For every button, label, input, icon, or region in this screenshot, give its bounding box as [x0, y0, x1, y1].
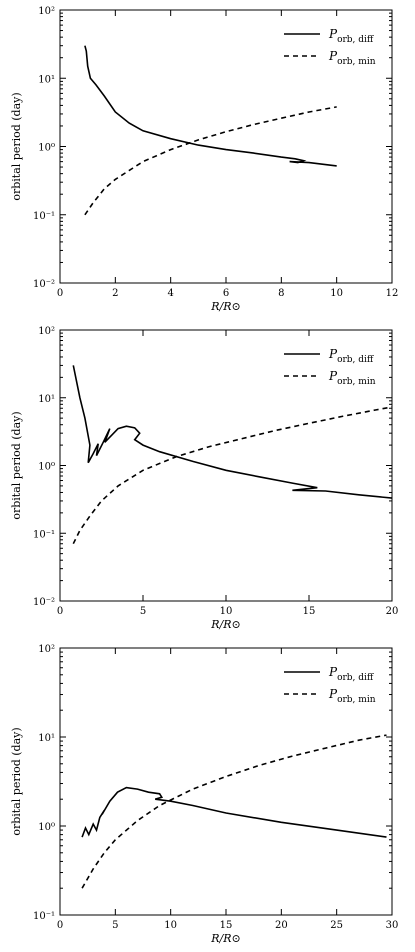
legend-label-symbol: P — [328, 27, 338, 41]
legend-label: Porb, min — [328, 687, 376, 705]
x-tick-label: 20 — [275, 920, 288, 931]
series-line-orb-diff — [84, 45, 337, 167]
x-tick-label: 10 — [164, 920, 177, 931]
plot-frame — [59, 329, 393, 602]
x-tick-label: 8 — [278, 288, 284, 299]
legend-label: Porb, diff — [328, 27, 374, 45]
series-line-orb-min — [81, 734, 387, 889]
y-tick-label: 10¹ — [38, 74, 55, 85]
legend-label-subscript: orb, diff — [337, 673, 374, 683]
legend-label: Porb, diff — [328, 347, 374, 365]
y-tick-label: 10⁻² — [33, 279, 55, 290]
legend-label-subscript: orb, diff — [337, 355, 374, 365]
y-tick-label: 10⁰ — [38, 462, 55, 473]
x-tick-label: 6 — [223, 288, 229, 299]
plot-frame — [59, 647, 393, 916]
y-tick-label: 10² — [38, 644, 55, 655]
plot-frame — [59, 9, 393, 284]
y-tick-label: 10⁰ — [38, 822, 55, 833]
x-tick-label: 15 — [220, 920, 233, 931]
legend-label-symbol: P — [328, 687, 338, 701]
legend-label-symbol: P — [328, 369, 338, 383]
x-tick-label: 5 — [112, 920, 118, 931]
x-tick-label: 5 — [140, 606, 146, 617]
y-axis-label: orbital period (day) — [10, 727, 23, 835]
x-tick-label: 4 — [167, 288, 173, 299]
y-axis-label: orbital period (day) — [10, 92, 23, 200]
y-tick-label: 10¹ — [38, 733, 55, 744]
legend-label-subscript: orb, min — [337, 377, 376, 387]
x-tick-label: 10 — [330, 288, 343, 299]
y-tick-label: 10⁻¹ — [33, 529, 55, 540]
y-tick-label: 10⁻² — [33, 597, 55, 608]
x-tick-label: 2 — [112, 288, 118, 299]
legend-label: Porb, min — [328, 369, 376, 387]
x-tick-label: 25 — [330, 920, 343, 931]
chart-panel-2: 0 5 10 15 20 10⁻² 10⁻¹ 10⁰ 10¹ 10² R/R⊙ orbital per… — [10, 326, 398, 631]
chart-panel-3: 0 5 10 15 20 25 30 10⁻¹ 10⁰ 10¹ 10² R/R⊙ orbital per… — [10, 644, 398, 945]
x-tick-label: 0 — [57, 606, 63, 617]
series-line-orb-diff — [81, 786, 387, 838]
y-tick-label: 10² — [38, 326, 55, 337]
legend-label: Porb, diff — [328, 665, 374, 683]
x-tick-label: 20 — [386, 606, 399, 617]
legend-label: Porb, min — [328, 49, 376, 67]
legend-label-subscript: orb, min — [337, 695, 376, 705]
y-tick-label: 10⁻¹ — [33, 211, 55, 222]
legend-label-subscript: orb, min — [337, 57, 376, 67]
x-axis-label: R/R⊙ — [210, 618, 241, 631]
series-line-orb-min — [84, 106, 337, 216]
legend-label-symbol: P — [328, 347, 338, 361]
y-tick-label: 10⁻¹ — [33, 911, 55, 922]
x-tick-label: 10 — [220, 606, 233, 617]
y-axis-label: orbital period (day) — [10, 411, 23, 519]
legend-label-subscript: orb, diff — [337, 35, 374, 45]
x-tick-label: 15 — [303, 606, 316, 617]
y-tick-label: 10² — [38, 6, 55, 17]
x-tick-label: 30 — [386, 920, 399, 931]
legend-label-symbol: P — [328, 49, 338, 63]
series-line-orb-min — [72, 406, 393, 545]
y-tick-label: 10¹ — [38, 394, 55, 405]
chart-panel-1: 0 2 4 6 8 10 12 10⁻² 10⁻¹ 10⁰ 10¹ 10² R/R⊙ orbital pe… — [10, 6, 398, 313]
y-tick-label: 10⁰ — [38, 143, 55, 154]
x-tick-label: 0 — [57, 288, 63, 299]
x-tick-label: 12 — [386, 288, 399, 299]
series-line-orb-diff — [72, 365, 393, 499]
legend-label-symbol: P — [328, 665, 338, 679]
x-tick-label: 0 — [57, 920, 63, 931]
x-axis-label: R/R⊙ — [210, 300, 241, 313]
x-axis-label: R/R⊙ — [210, 932, 241, 945]
